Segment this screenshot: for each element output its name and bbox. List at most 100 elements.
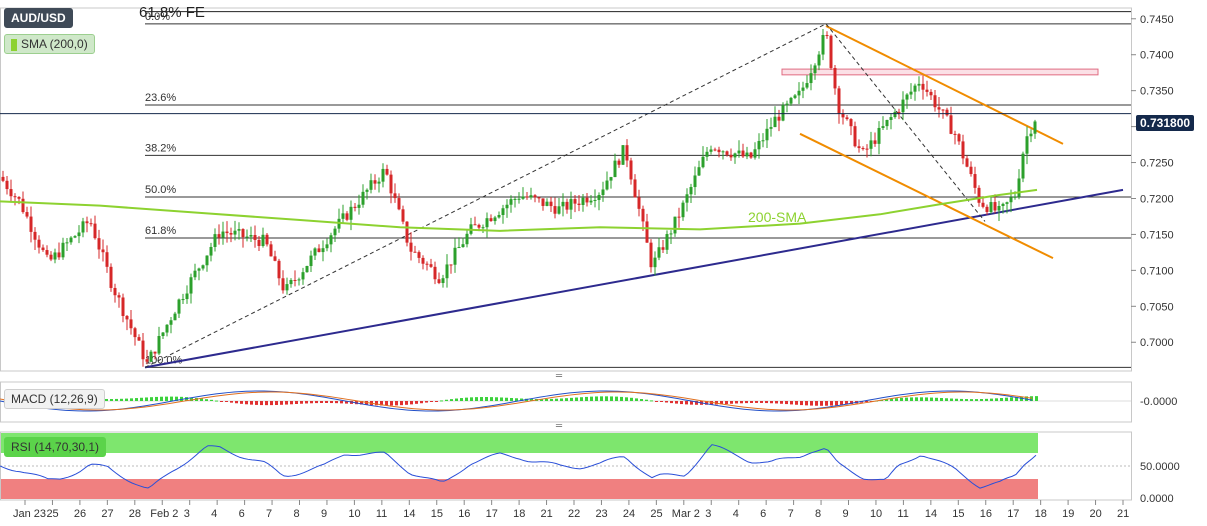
- x-axis-label: 18: [1035, 508, 1047, 520]
- macd-histogram-bar: [165, 396, 168, 401]
- candle-body: [297, 279, 301, 281]
- macd-line: [0, 390, 1033, 412]
- macd-histogram-bar: [815, 401, 818, 406]
- candle-body: [845, 117, 849, 120]
- x-axis-label: 21: [541, 508, 553, 520]
- candle-body: [205, 255, 209, 266]
- price-axis-label: 0.7250: [1140, 158, 1174, 170]
- macd-signal-line: [0, 391, 1033, 411]
- macd-histogram-bar: [1020, 396, 1023, 401]
- candle-body: [85, 221, 89, 224]
- candle-body: [29, 216, 33, 232]
- candle-body: [33, 231, 37, 240]
- candle-body: [309, 255, 313, 267]
- rsi-panel-resize-handle[interactable]: ═: [556, 421, 563, 432]
- x-axis-label: 15: [952, 508, 964, 520]
- macd-histogram-bar: [290, 401, 293, 405]
- macd-histogram-bar: [825, 401, 828, 406]
- candle-body: [333, 228, 337, 236]
- macd-histogram-bar: [335, 401, 338, 404]
- macd-panel-resize-handle[interactable]: ═: [556, 371, 563, 382]
- macd-histogram-bar: [530, 398, 533, 401]
- macd-histogram-bar: [850, 401, 853, 404]
- candle-body: [433, 266, 437, 280]
- candle-body: [481, 227, 485, 229]
- candle-body: [1005, 202, 1009, 204]
- candle-body: [149, 351, 153, 362]
- candle-body: [665, 234, 669, 250]
- candle-body: [301, 272, 305, 280]
- x-axis-label: 10: [348, 508, 360, 520]
- candle-body: [53, 252, 57, 260]
- macd-histogram-bar: [780, 401, 783, 404]
- candle-body: [821, 35, 825, 55]
- macd-histogram-bar: [970, 399, 973, 401]
- macd-histogram-bar: [450, 399, 453, 401]
- macd-histogram-bar: [675, 401, 678, 404]
- macd-histogram-bar: [330, 401, 333, 404]
- candle-body: [829, 35, 833, 68]
- macd-histogram-bar: [705, 401, 708, 405]
- candle-body: [225, 231, 229, 234]
- candle-body: [933, 95, 937, 108]
- candle-body: [57, 252, 61, 258]
- macd-histogram-bar: [225, 401, 228, 402]
- candle-body: [5, 180, 9, 190]
- macd-histogram-bar: [510, 397, 513, 401]
- candle-body: [893, 111, 897, 118]
- candle-body: [197, 268, 201, 271]
- x-axis-label: 14: [925, 508, 937, 520]
- macd-histogram-bar: [765, 401, 768, 404]
- macd-histogram-bar: [1000, 398, 1003, 401]
- x-axis-label: 16: [458, 508, 470, 520]
- candle-body: [649, 242, 653, 268]
- candle-body: [457, 247, 461, 249]
- candle-body: [257, 239, 261, 246]
- candle-body: [533, 195, 537, 198]
- candle-body: [313, 248, 317, 256]
- macd-histogram-bar: [580, 397, 583, 401]
- candle-body: [361, 191, 365, 205]
- candle-body: [673, 216, 677, 234]
- macd-histogram-bar: [620, 396, 623, 401]
- candle-body: [217, 234, 221, 238]
- macd-histogram-bar: [340, 401, 343, 404]
- macd-histogram-bar: [345, 401, 348, 404]
- candle-body: [1017, 178, 1021, 197]
- candle-body: [805, 83, 809, 88]
- candle-body: [585, 197, 589, 203]
- x-axis-label: Feb 2: [150, 508, 178, 520]
- macd-histogram-bar: [170, 396, 173, 401]
- rsi-line: [0, 444, 1037, 489]
- fib-level-label: 0.0%: [145, 11, 170, 23]
- price-axis-label: 0.7150: [1140, 229, 1174, 241]
- macd-histogram-bar: [415, 401, 418, 404]
- candle-body: [413, 251, 417, 253]
- x-axis-label: 7: [266, 508, 272, 520]
- candle-body: [429, 264, 433, 267]
- macd-histogram-bar: [560, 398, 563, 401]
- candle-body: [701, 156, 705, 168]
- candle-body: [129, 319, 133, 329]
- candle-body: [101, 249, 105, 253]
- x-axis-label: 25: [650, 508, 662, 520]
- macd-histogram-bar: [1035, 396, 1038, 401]
- candle-body: [601, 189, 605, 196]
- macd-histogram-bar: [570, 397, 573, 401]
- candle-body: [437, 279, 441, 284]
- x-axis-label: 15: [431, 508, 443, 520]
- candle-body: [737, 150, 741, 154]
- candle-body: [961, 141, 965, 159]
- macd-histogram-bar: [175, 396, 178, 401]
- macd-histogram-bar: [960, 398, 963, 401]
- macd-histogram-bar: [1015, 396, 1018, 401]
- macd-histogram-bar: [320, 401, 323, 404]
- fib-level-label: 38.2%: [145, 142, 176, 154]
- macd-histogram-bar: [795, 401, 798, 405]
- macd-histogram-bar: [410, 401, 413, 405]
- sma-legend[interactable]: SMA (200,0): [4, 34, 95, 54]
- candle-body: [525, 196, 529, 198]
- candle-body: [109, 266, 113, 288]
- candle-body: [569, 199, 573, 210]
- candle-body: [629, 160, 633, 180]
